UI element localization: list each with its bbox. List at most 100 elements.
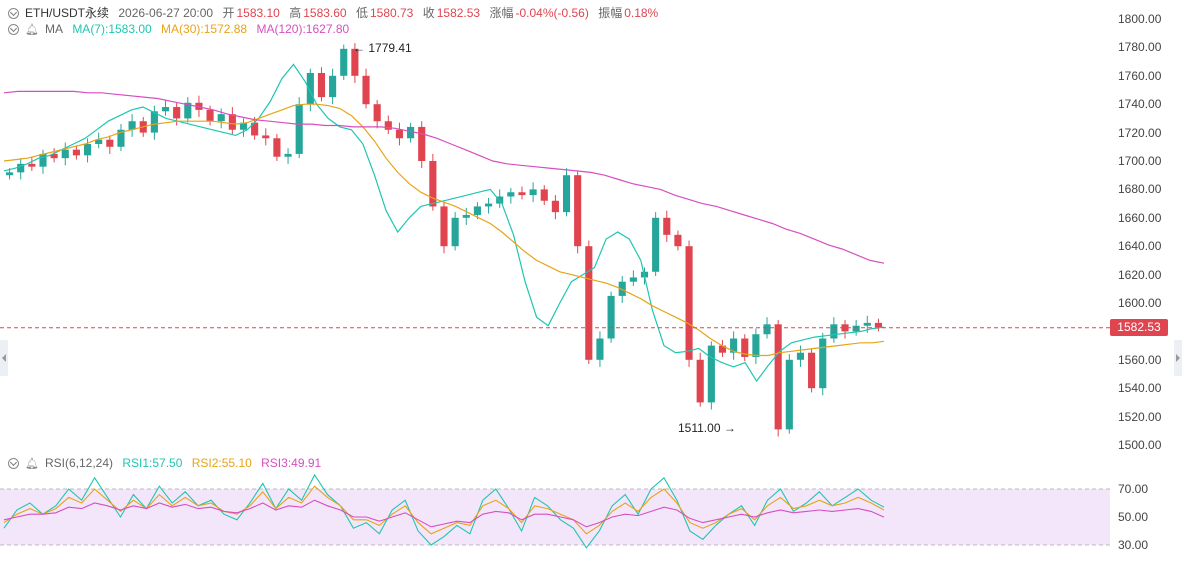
price-tick-label: 1540.00 (1118, 381, 1162, 396)
candle-body (785, 359, 793, 430)
price-tick-label: 1680.00 (1118, 182, 1162, 197)
candle-body (718, 345, 727, 353)
rsi-line-rsi3 (3, 499, 885, 528)
candle-body (607, 295, 615, 339)
ma-legend: 🔔︎ MA MA(7):1583.00 MA(30):1572.88 MA(120… (8, 22, 355, 36)
rsi2-value: RSI2:55.10 (191, 456, 252, 470)
rsi-legend: 🔔︎ RSI(6,12,24) RSI1:57.50 RSI2:55.10 RSI… (8, 456, 327, 470)
candle-body (752, 334, 760, 357)
rsi-title: RSI(6,12,24) (44, 456, 114, 470)
collapse-chevron-icon[interactable] (8, 458, 19, 469)
candle-body (351, 48, 359, 76)
price-tick-label: 1500.00 (1118, 438, 1162, 452)
rsi-tick-label: 30.00 (1118, 538, 1149, 552)
candle-body (484, 203, 493, 207)
ma30-value: MA(30):1572.88 (161, 22, 248, 36)
price-tick-label: 1660.00 (1118, 210, 1162, 225)
scroll-left-handle[interactable] (0, 340, 8, 376)
candle-body (796, 352, 805, 360)
candle-body (462, 214, 470, 218)
bell-icon[interactable]: 🔔︎ (25, 24, 39, 36)
low-value: 1580.73 (369, 6, 414, 20)
low-label: 低 (355, 6, 368, 20)
price-tick-label: 1600.00 (1118, 296, 1162, 310)
price-tick-label: 1720.00 (1118, 125, 1162, 140)
candle-body (28, 163, 36, 167)
candle-body (95, 139, 103, 144)
price-tick-label: 1780.00 (1118, 40, 1162, 55)
change-value: -0.04%(-0.56) (515, 6, 589, 20)
candle-body (72, 149, 80, 156)
candle-body (184, 102, 192, 119)
close-value: 1582.53 (436, 6, 481, 20)
candle-body (696, 359, 704, 403)
candle-body (284, 153, 292, 157)
bell-icon[interactable]: 🔔︎ (25, 458, 39, 470)
candle-body (273, 138, 281, 157)
candle-body (874, 322, 882, 328)
candle-body (61, 149, 69, 159)
datetime-label: 2026-06-27 20:00 (118, 6, 214, 20)
ma-line-ma7 (3, 63, 885, 383)
candle-body (663, 217, 671, 235)
rsi-lines (3, 473, 885, 549)
candle-body (50, 153, 58, 159)
scroll-right-handle[interactable] (1174, 340, 1182, 376)
candle-body (574, 175, 582, 247)
price-tick-label: 1520.00 (1118, 409, 1162, 424)
candle-body (551, 200, 559, 213)
ma-line-ma30 (3, 103, 885, 357)
amplitude-label: 振幅 (598, 6, 623, 20)
high-annotation: ← 1779.41 (353, 41, 412, 55)
collapse-chevron-icon[interactable] (8, 24, 19, 35)
candle-body (451, 217, 459, 247)
rsi-overbought-band (0, 489, 1110, 545)
candle-body (741, 338, 749, 357)
candle-body (239, 122, 248, 130)
candle-body (540, 189, 548, 201)
candle-body (150, 111, 158, 133)
candle-body (262, 135, 270, 139)
rsi3-value: RSI3:49.91 (261, 456, 322, 470)
candle-body (730, 338, 738, 353)
candle-body (395, 129, 404, 139)
candle-body (128, 121, 136, 130)
price-tick-label: 1640.00 (1118, 239, 1162, 254)
current-price-tag: 1582.53 (1110, 319, 1168, 336)
ma-line-ma120 (3, 90, 885, 264)
candle-body (596, 338, 604, 360)
candle-body (17, 163, 25, 173)
candle-body (384, 121, 392, 130)
candle-body (852, 325, 860, 332)
close-label: 收 (422, 6, 435, 20)
candle-body (251, 122, 259, 136)
ma120-value: MA(120):1627.80 (256, 22, 350, 36)
rsi-band (0, 488, 1110, 546)
candle-body (407, 126, 415, 139)
ma-title: MA (44, 22, 63, 36)
high-value: 1583.60 (303, 6, 347, 20)
arrow-right-icon: → (723, 421, 736, 435)
candlesticks (6, 43, 882, 437)
high-annotation-value: 1779.41 (368, 41, 412, 55)
candle-body (685, 246, 693, 360)
rsi-line-rsi2 (3, 485, 885, 535)
candle-body (228, 114, 236, 130)
ma7-value: MA(7):1583.00 (72, 22, 152, 36)
candle-body (819, 338, 827, 389)
price-tick-label: 1740.00 (1118, 97, 1162, 112)
candle-body (83, 143, 92, 156)
candle-body (830, 324, 838, 339)
candle-body (808, 352, 816, 389)
candle-body (674, 234, 682, 247)
candle-body (529, 189, 537, 196)
candle-body (841, 324, 849, 332)
candle-body (585, 246, 593, 360)
change-label: 涨幅 (489, 6, 514, 20)
candle-body (507, 192, 515, 197)
collapse-chevron-icon[interactable] (8, 8, 19, 19)
candle-body (518, 192, 526, 196)
candle-body (707, 345, 715, 403)
open-label: 开 (222, 6, 235, 20)
